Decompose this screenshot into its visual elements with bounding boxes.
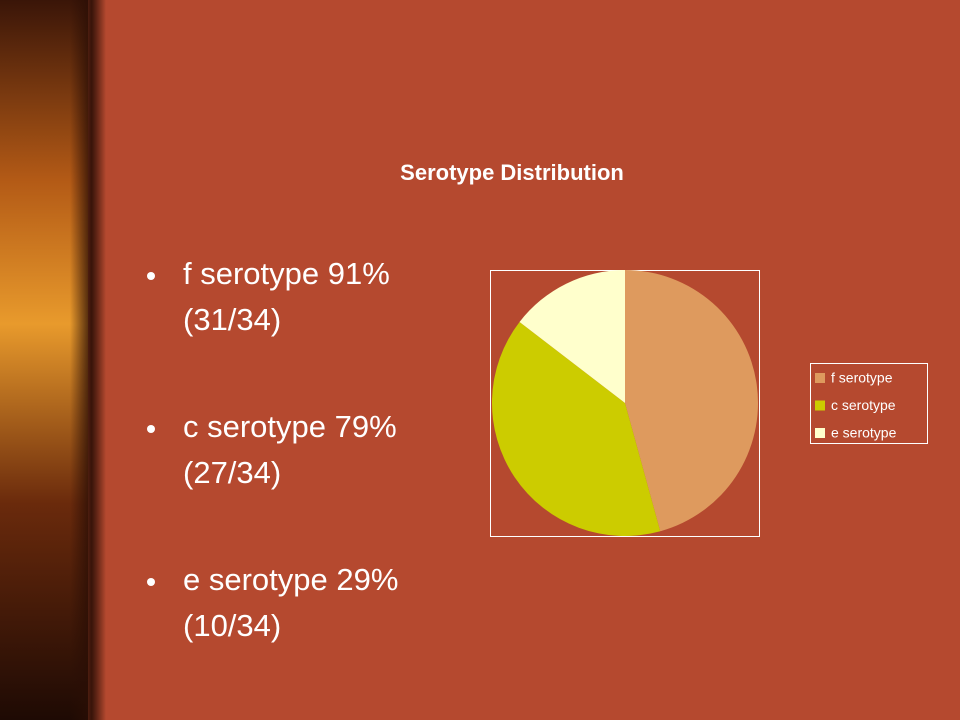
bullet-text: f serotype 91% [183, 256, 390, 291]
bullet-text: e serotype 29% [183, 562, 398, 597]
legend-swatch [815, 400, 825, 411]
bullet-text: (10/34) [183, 608, 281, 643]
legend-swatch [815, 428, 825, 438]
legend-label: c serotype [831, 397, 896, 413]
legend-swatch [815, 373, 825, 383]
bullet-text: c serotype 79% [183, 409, 397, 444]
bullet-dot [147, 425, 155, 433]
chart-title: Serotype Distribution [400, 160, 624, 185]
legend-label: e serotype [831, 425, 897, 441]
legend-label: f serotype [831, 370, 893, 386]
bullet-text: (31/34) [183, 302, 281, 337]
pie-slice [519, 270, 625, 403]
bullet-dot [147, 272, 155, 280]
bullet-dot [147, 578, 155, 586]
legend-frame [810, 363, 928, 444]
decor-edge [70, 0, 106, 720]
pie-slice [625, 270, 759, 532]
bullet-text: (27/34) [183, 455, 281, 490]
pie-slice [491, 321, 661, 536]
